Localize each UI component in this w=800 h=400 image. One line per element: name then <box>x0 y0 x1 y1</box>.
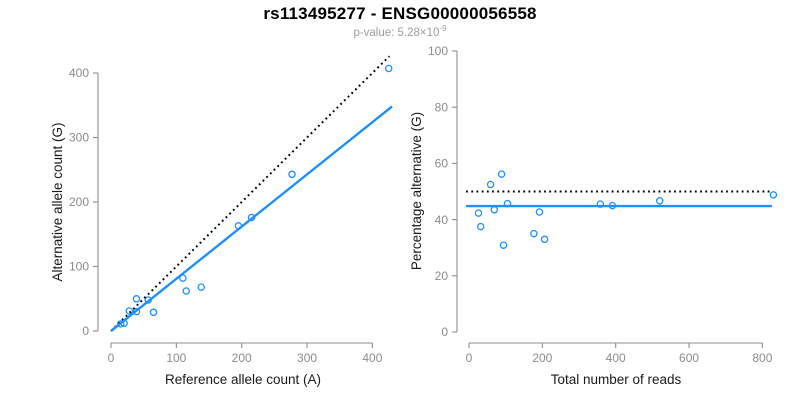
x-tick-label: 200 <box>232 351 252 365</box>
x-tick-label: 600 <box>679 351 699 365</box>
x-tick-label: 200 <box>532 351 552 365</box>
data-point <box>125 307 134 315</box>
y-axis-label: Alternative allele count (G) <box>50 122 65 281</box>
figure-subtitle: p-value: 5.28×10-9 <box>0 24 800 39</box>
x-axis-label: Total number of reads <box>551 372 682 387</box>
y-tick-label: 400 <box>69 66 89 80</box>
data-point <box>149 308 158 317</box>
data-point <box>535 208 544 216</box>
fitted-ratio-line <box>110 105 393 332</box>
data-point <box>132 295 141 303</box>
data-point <box>476 222 485 231</box>
pvalue-text: p-value: 5.28×10 <box>353 26 440 39</box>
pvalue-exponent: -9 <box>439 24 447 33</box>
y-tick-label: 80 <box>435 100 449 114</box>
data-point <box>384 64 393 73</box>
data-point <box>182 287 190 295</box>
percentage-vs-reads-plot: 0 20 40 60 80 100 0 200 400 600 800 Total number of… <box>409 44 778 387</box>
data-point <box>288 170 296 179</box>
allele-counts-plot: 0 100 200 300 400 0 100 200 300 400 Reference alle… <box>50 55 393 387</box>
expected-identity-line <box>110 55 391 332</box>
x-tick-label: 400 <box>606 351 626 365</box>
x-tick-label: 300 <box>297 351 317 365</box>
y-tick-label: 100 <box>428 44 448 58</box>
x-tick-label: 800 <box>752 351 772 365</box>
data-point <box>486 180 495 189</box>
data-point <box>117 320 125 328</box>
x-tick-label: 0 <box>466 351 473 365</box>
data-point <box>474 209 483 217</box>
y-tick-label: 20 <box>435 269 449 283</box>
data-point <box>530 229 538 238</box>
y-tick-label: 0 <box>82 324 89 338</box>
y-axis-label: Percentage alternative (G) <box>409 112 424 270</box>
data-point <box>497 170 506 178</box>
x-axis-label: Reference allele count (A) <box>165 372 321 387</box>
y-tick-label: 100 <box>69 260 89 274</box>
data-point <box>769 191 778 199</box>
y-tick-label: 40 <box>435 213 449 227</box>
data-point <box>499 241 508 249</box>
y-tick-label: 60 <box>435 157 449 171</box>
data-point <box>540 235 549 244</box>
y-tick-label: 0 <box>441 325 448 339</box>
figure-title: rs113495277 - ENSG00000056558 <box>263 4 537 23</box>
data-point <box>490 206 499 214</box>
x-tick-label: 0 <box>108 351 115 365</box>
x-tick-label: 100 <box>166 351 186 365</box>
x-tick-label: 400 <box>362 351 382 365</box>
y-tick-label: 300 <box>69 131 89 145</box>
y-tick-label: 200 <box>69 195 89 209</box>
data-point <box>655 197 664 205</box>
data-point <box>197 283 205 291</box>
